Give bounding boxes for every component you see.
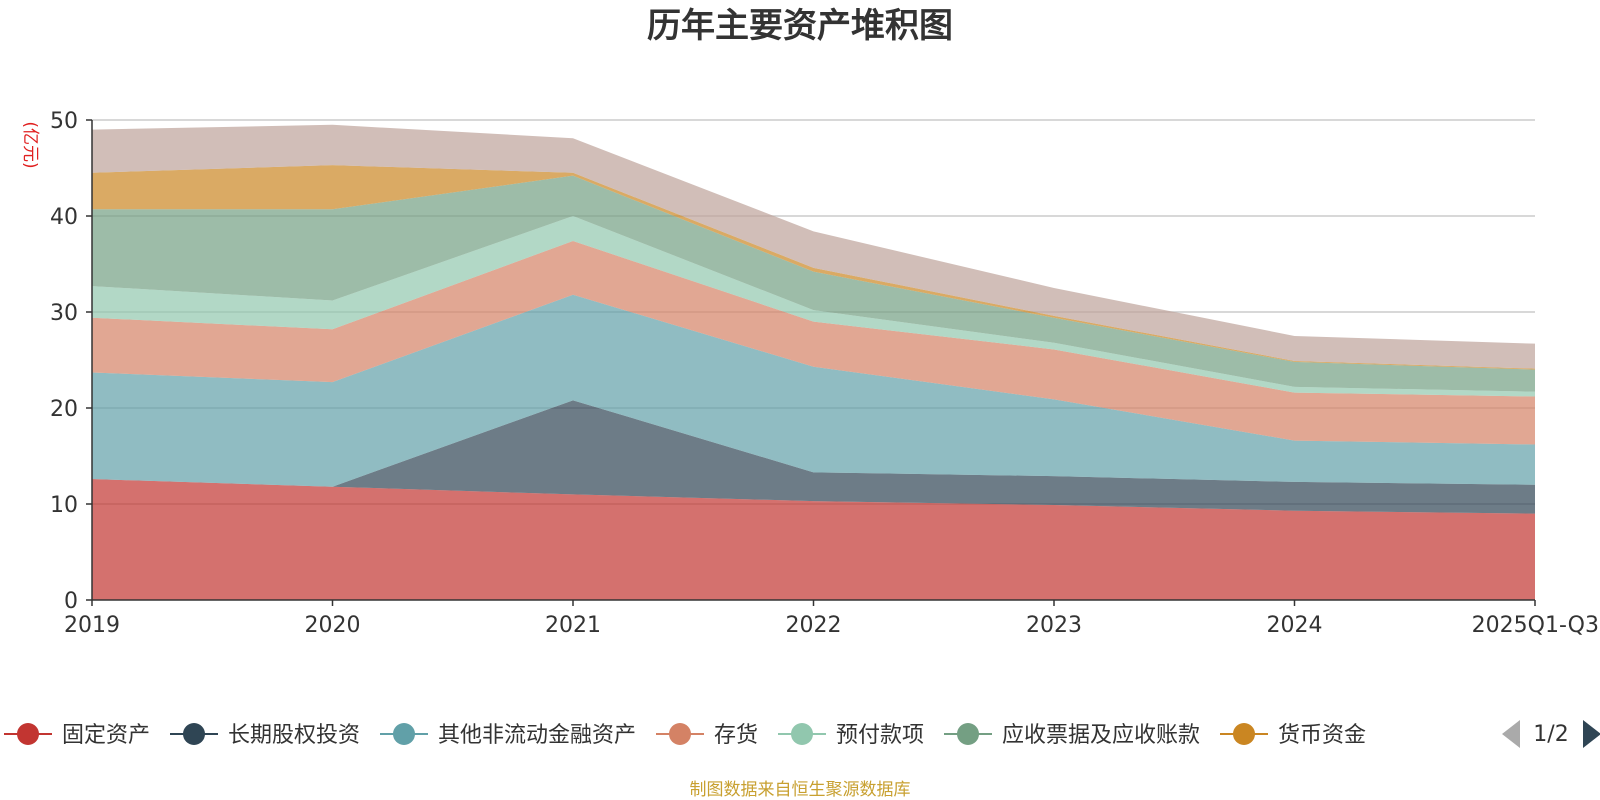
legend-label: 应收票据及应收账款 — [1002, 723, 1200, 748]
legend-circle-icon — [791, 723, 813, 745]
chart-title: 历年主要资产堆积图 — [647, 6, 953, 46]
legend-item-2[interactable]: 其他非流动金融资产 — [380, 723, 636, 748]
legend-item-3[interactable]: 存货 — [656, 723, 758, 748]
area-6[interactable] — [92, 165, 1535, 370]
y-tick-label-20: 20 — [50, 397, 78, 422]
legend-pager: 1/2 — [1502, 720, 1600, 748]
y-tick-label-0: 0 — [64, 589, 78, 614]
legend-item-4[interactable]: 预付款项 — [778, 723, 924, 748]
y-tick-label-30: 30 — [50, 301, 78, 326]
area-7[interactable] — [92, 124, 1535, 369]
x-tick-label-6: 2025Q1-Q3 — [1472, 613, 1599, 638]
pager-prev-icon[interactable] — [1502, 720, 1520, 748]
y-tick-label-10: 10 — [50, 493, 78, 518]
axes: 0 10 20 30 40 50 2019 2020 2021 2022 2023 2024 2025Q… — [50, 109, 1599, 638]
area-4[interactable] — [92, 216, 1535, 397]
area-1[interactable] — [92, 400, 1535, 514]
legend-circle-icon — [1233, 723, 1255, 745]
x-tick-label-2: 2021 — [545, 613, 601, 638]
y-tick-label-50: 50 — [50, 109, 78, 134]
legend-label: 其他非流动金融资产 — [438, 723, 636, 748]
area-3[interactable] — [92, 240, 1535, 445]
legend-circle-icon — [669, 723, 691, 745]
x-tick-label-4: 2023 — [1026, 613, 1082, 638]
x-tick-label-1: 2020 — [305, 613, 361, 638]
pager-label: 1/2 — [1533, 722, 1568, 747]
legend-item-1[interactable]: 长期股权投资 — [170, 723, 360, 748]
y-tick-label-40: 40 — [50, 205, 78, 230]
area-5[interactable] — [92, 175, 1535, 392]
legend-item-5[interactable]: 应收票据及应收账款 — [944, 723, 1200, 748]
legend: 固定资产 长期股权投资 其他非流动金融资产 存货 预付款项 应收票据及应收账款 货币资金 — [4, 723, 1366, 748]
legend-label: 固定资产 — [62, 723, 150, 748]
legend-circle-icon — [183, 723, 205, 745]
legend-label: 预付款项 — [836, 723, 924, 748]
x-tick-label-5: 2024 — [1267, 613, 1323, 638]
x-tick-label-0: 2019 — [64, 613, 120, 638]
source-note: 制图数据来自恒生聚源数据库 — [690, 780, 911, 800]
y-axis-unit-label: (亿元) — [20, 121, 40, 168]
pager-next-icon[interactable] — [1583, 720, 1600, 748]
x-tick-label-3: 2022 — [786, 613, 842, 638]
legend-circle-icon — [17, 723, 39, 745]
legend-circle-icon — [393, 723, 415, 745]
area-0[interactable] — [92, 479, 1535, 600]
legend-label: 长期股权投资 — [228, 723, 360, 748]
area-2[interactable] — [92, 294, 1535, 487]
legend-item-6[interactable]: 货币资金 — [1220, 723, 1366, 748]
legend-label: 存货 — [714, 723, 758, 748]
legend-item-0[interactable]: 固定资产 — [4, 723, 150, 748]
legend-label: 货币资金 — [1278, 723, 1366, 748]
legend-circle-icon — [957, 723, 979, 745]
area-series — [92, 124, 1535, 600]
